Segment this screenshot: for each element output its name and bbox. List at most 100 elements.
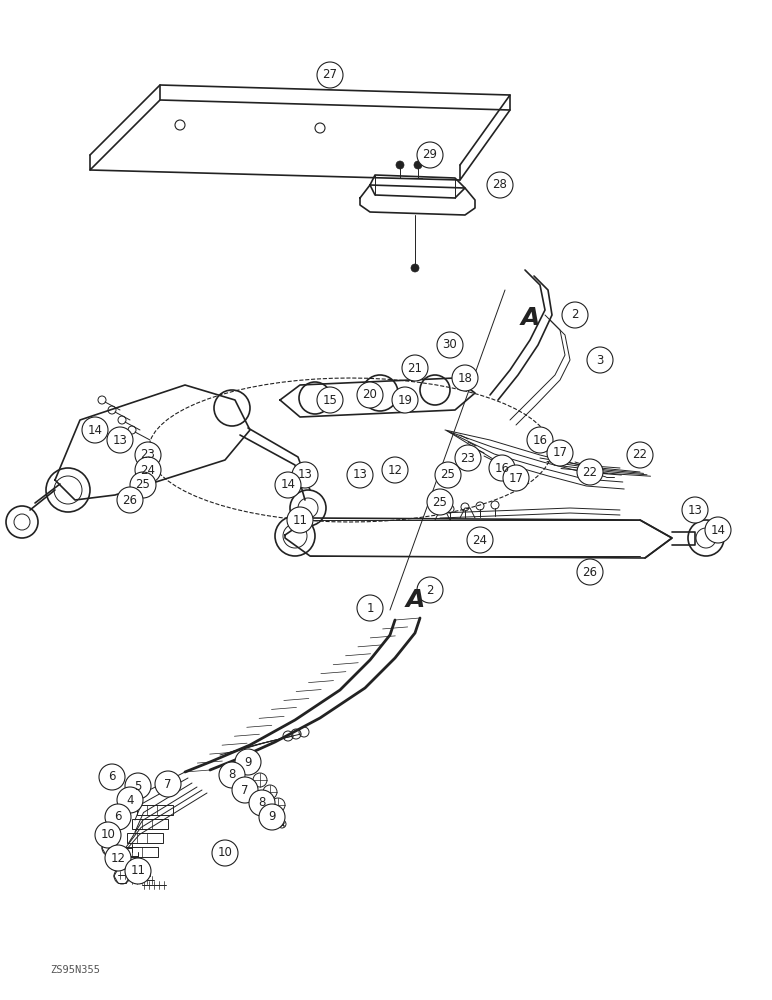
Circle shape bbox=[219, 762, 245, 788]
Text: 15: 15 bbox=[323, 393, 337, 406]
Text: 12: 12 bbox=[110, 852, 126, 864]
Text: 23: 23 bbox=[141, 448, 155, 462]
Bar bbox=[127, 833, 163, 843]
Text: 21: 21 bbox=[408, 361, 422, 374]
Text: 26: 26 bbox=[583, 566, 598, 578]
Text: 10: 10 bbox=[100, 828, 116, 842]
Circle shape bbox=[411, 264, 419, 272]
Circle shape bbox=[135, 457, 161, 483]
Circle shape bbox=[414, 161, 422, 169]
Circle shape bbox=[627, 442, 653, 468]
Circle shape bbox=[287, 507, 313, 533]
Text: 16: 16 bbox=[495, 462, 510, 475]
Text: 26: 26 bbox=[123, 493, 137, 506]
Circle shape bbox=[562, 302, 588, 328]
Text: 7: 7 bbox=[164, 778, 171, 790]
Circle shape bbox=[347, 462, 373, 488]
Text: 24: 24 bbox=[141, 464, 155, 477]
Text: 20: 20 bbox=[363, 388, 378, 401]
Text: ZS95N355: ZS95N355 bbox=[50, 965, 100, 975]
Text: 17: 17 bbox=[553, 446, 567, 460]
Text: 9: 9 bbox=[244, 756, 252, 768]
Text: 7: 7 bbox=[241, 784, 249, 796]
Text: 22: 22 bbox=[583, 466, 598, 479]
Text: 14: 14 bbox=[280, 479, 296, 491]
Text: 28: 28 bbox=[493, 178, 507, 192]
Text: 2: 2 bbox=[426, 584, 434, 596]
Circle shape bbox=[292, 462, 318, 488]
Text: 29: 29 bbox=[422, 148, 438, 161]
Circle shape bbox=[125, 773, 151, 799]
Text: 6: 6 bbox=[108, 770, 116, 784]
Circle shape bbox=[452, 365, 478, 391]
Circle shape bbox=[427, 489, 453, 515]
Circle shape bbox=[82, 417, 108, 443]
Circle shape bbox=[235, 749, 261, 775]
Circle shape bbox=[417, 577, 443, 603]
Circle shape bbox=[259, 804, 285, 830]
Text: 25: 25 bbox=[432, 495, 448, 508]
Circle shape bbox=[155, 771, 181, 797]
Text: 1: 1 bbox=[366, 601, 374, 614]
Text: 24: 24 bbox=[472, 534, 487, 546]
Circle shape bbox=[117, 487, 143, 513]
Circle shape bbox=[317, 62, 343, 88]
Circle shape bbox=[402, 355, 428, 381]
Bar bbox=[137, 805, 173, 815]
Text: 5: 5 bbox=[134, 780, 142, 792]
Circle shape bbox=[392, 387, 418, 413]
Text: 4: 4 bbox=[127, 794, 134, 806]
Text: 13: 13 bbox=[113, 434, 127, 446]
Circle shape bbox=[212, 840, 238, 866]
Circle shape bbox=[99, 764, 125, 790]
Text: 6: 6 bbox=[114, 810, 122, 824]
Circle shape bbox=[435, 462, 461, 488]
Circle shape bbox=[275, 472, 301, 498]
Circle shape bbox=[705, 517, 731, 543]
Text: 3: 3 bbox=[596, 354, 604, 366]
Circle shape bbox=[105, 845, 131, 871]
Circle shape bbox=[357, 382, 383, 408]
Circle shape bbox=[117, 787, 143, 813]
Circle shape bbox=[107, 427, 133, 453]
Text: 11: 11 bbox=[130, 864, 145, 878]
Circle shape bbox=[105, 804, 131, 830]
Text: 27: 27 bbox=[323, 68, 337, 82]
Circle shape bbox=[587, 347, 613, 373]
Circle shape bbox=[249, 790, 275, 816]
Text: 30: 30 bbox=[442, 338, 457, 352]
Circle shape bbox=[317, 387, 343, 413]
Text: 13: 13 bbox=[297, 468, 313, 482]
Text: 10: 10 bbox=[218, 846, 232, 859]
Circle shape bbox=[130, 472, 156, 498]
Circle shape bbox=[527, 427, 553, 453]
Text: A: A bbox=[520, 306, 540, 330]
Text: 8: 8 bbox=[229, 768, 235, 782]
Text: 18: 18 bbox=[458, 371, 472, 384]
Text: 11: 11 bbox=[293, 514, 307, 526]
Text: 23: 23 bbox=[461, 452, 476, 464]
Text: 13: 13 bbox=[688, 504, 703, 516]
Circle shape bbox=[232, 777, 258, 803]
Text: 17: 17 bbox=[509, 472, 523, 485]
Bar bbox=[122, 847, 158, 857]
Circle shape bbox=[417, 142, 443, 168]
Circle shape bbox=[547, 440, 573, 466]
Text: 25: 25 bbox=[441, 468, 455, 482]
Circle shape bbox=[95, 822, 121, 848]
Text: 2: 2 bbox=[571, 308, 579, 322]
Circle shape bbox=[577, 559, 603, 585]
Circle shape bbox=[437, 332, 463, 358]
Circle shape bbox=[455, 445, 481, 471]
Text: A: A bbox=[405, 588, 425, 612]
Circle shape bbox=[489, 455, 515, 481]
Text: 9: 9 bbox=[268, 810, 276, 824]
Text: 16: 16 bbox=[533, 434, 547, 446]
Text: 8: 8 bbox=[259, 796, 266, 810]
Circle shape bbox=[467, 527, 493, 553]
Circle shape bbox=[682, 497, 708, 523]
Circle shape bbox=[487, 172, 513, 198]
Circle shape bbox=[382, 457, 408, 483]
Text: 12: 12 bbox=[388, 464, 402, 477]
Circle shape bbox=[396, 161, 404, 169]
